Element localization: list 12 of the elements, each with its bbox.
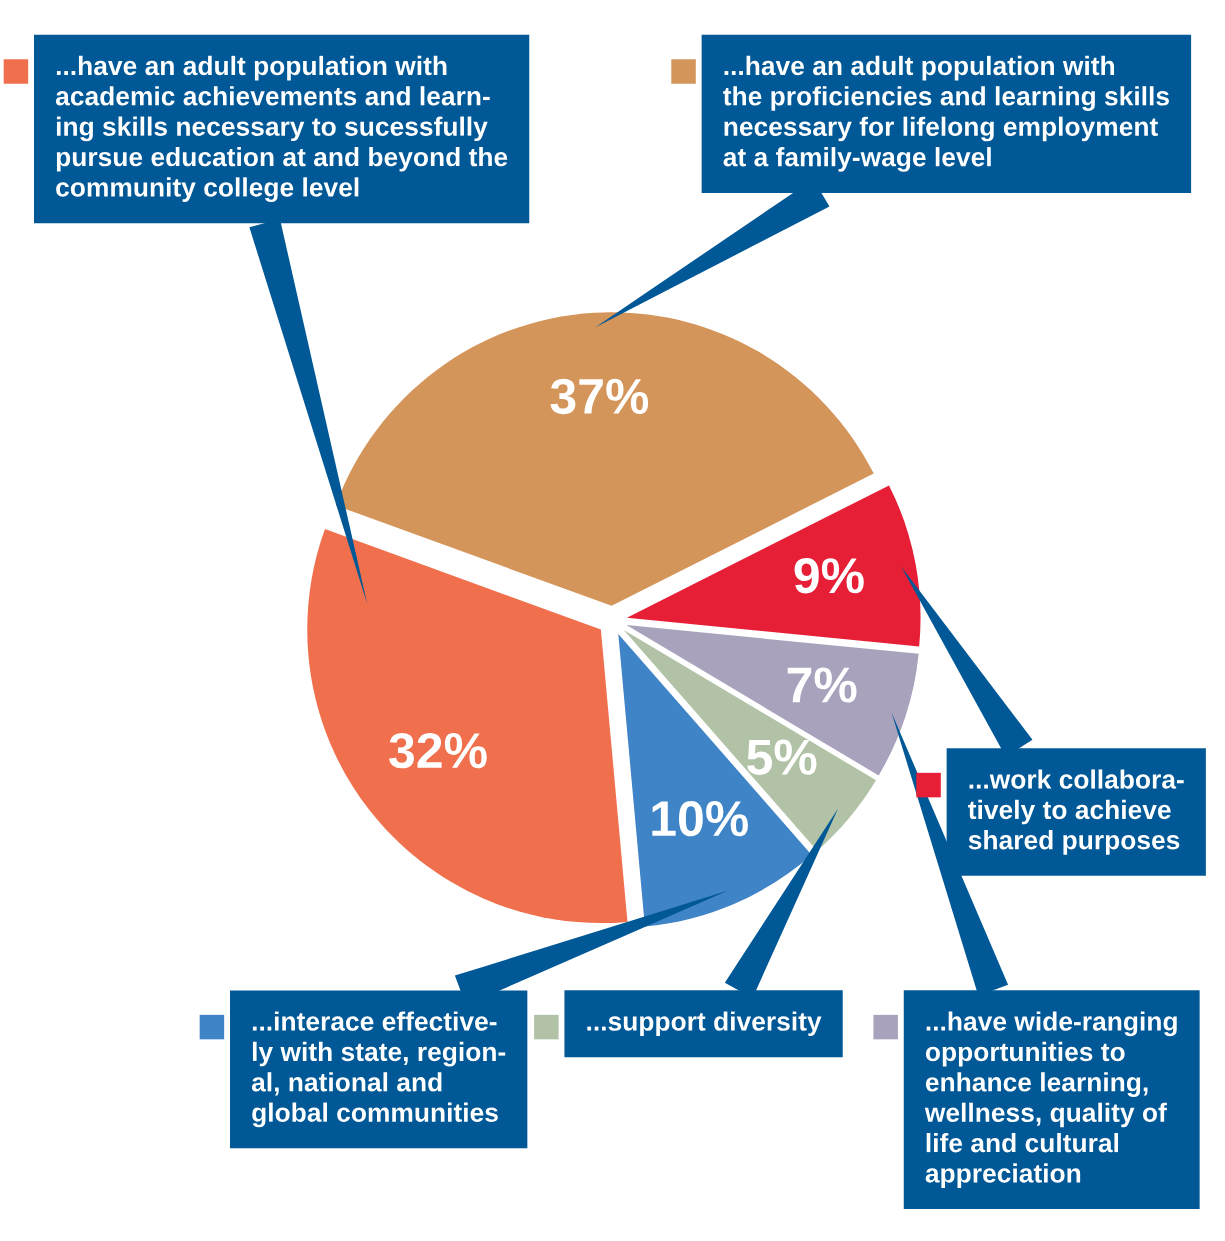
- legend-label: ...interace effective- ly with state, region- al, national and global communities: [251, 1011, 506, 1128]
- legend-label: ...have wide-ranging opportunities to enhance learning, wellness, quality of life and cultural appreciation: [924, 1011, 1177, 1188]
- data-label: 5%: [747, 739, 817, 775]
- legend-label: ...have an adult population with academic achievements and learn- ing skills necessary to sucessfully pursue education at and beyond the community college level: [55, 55, 508, 203]
- legend-label: ...have an adult population with the proficiencies and learning skills necessary for lifelong employment at a family-wage level: [723, 55, 1169, 172]
- legend-label: ...work collabora- tively to achieve shared purposes: [968, 769, 1184, 855]
- data-label: 7%: [787, 667, 857, 703]
- data-label: 9%: [794, 558, 864, 594]
- data-label: 32%: [389, 732, 487, 769]
- data-label: 37%: [550, 378, 649, 415]
- data-label: 10%: [652, 800, 748, 837]
- legend-label: ...support diversity: [587, 1011, 822, 1037]
